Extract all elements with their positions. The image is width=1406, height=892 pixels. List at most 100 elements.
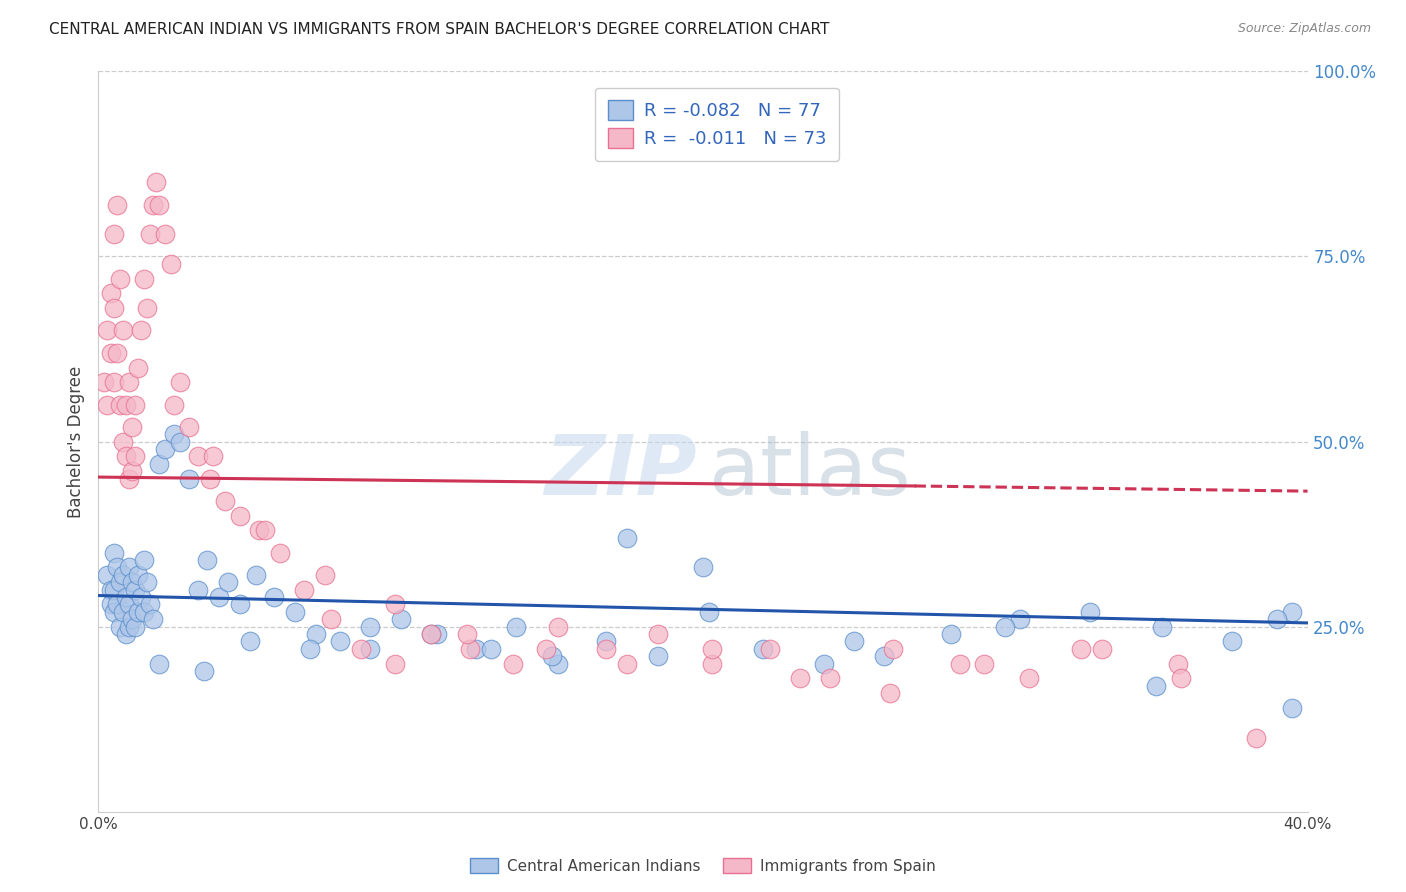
Point xyxy=(103,546,125,560)
Point xyxy=(350,641,373,656)
Point xyxy=(108,271,131,285)
Point xyxy=(879,686,901,700)
Point xyxy=(616,657,638,671)
Legend: Central American Indians, Immigrants from Spain: Central American Indians, Immigrants fro… xyxy=(464,852,942,880)
Point xyxy=(118,619,141,633)
Point xyxy=(96,567,118,582)
Point xyxy=(217,575,239,590)
Point xyxy=(139,227,162,242)
Point xyxy=(169,434,191,449)
Point xyxy=(142,197,165,211)
Point xyxy=(458,641,481,656)
Point xyxy=(1244,731,1267,745)
Point xyxy=(111,324,134,338)
Point xyxy=(1091,641,1114,656)
Point xyxy=(305,627,328,641)
Point xyxy=(132,553,155,567)
Point xyxy=(96,324,118,338)
Point xyxy=(505,619,527,633)
Point xyxy=(818,672,841,686)
Point xyxy=(148,457,170,471)
Point xyxy=(502,657,524,671)
Point xyxy=(100,286,122,301)
Point xyxy=(114,590,136,604)
Point xyxy=(595,641,617,656)
Y-axis label: Bachelor's Degree: Bachelor's Degree xyxy=(67,366,86,517)
Point xyxy=(844,634,866,648)
Point xyxy=(247,524,270,538)
Point xyxy=(269,546,291,560)
Point xyxy=(132,605,155,619)
Point xyxy=(214,493,236,508)
Point xyxy=(939,627,962,641)
Text: CENTRAL AMERICAN INDIAN VS IMMIGRANTS FROM SPAIN BACHELOR'S DEGREE CORRELATION C: CENTRAL AMERICAN INDIAN VS IMMIGRANTS FR… xyxy=(49,22,830,37)
Point xyxy=(329,634,352,648)
Point xyxy=(253,524,276,538)
Point xyxy=(100,598,122,612)
Point xyxy=(697,605,720,619)
Point xyxy=(127,567,149,582)
Point xyxy=(129,324,152,338)
Point xyxy=(132,271,155,285)
Point xyxy=(208,590,231,604)
Point xyxy=(284,605,307,619)
Point xyxy=(135,301,157,316)
Point xyxy=(127,605,149,619)
Point xyxy=(647,649,669,664)
Point xyxy=(121,419,143,434)
Point xyxy=(124,582,146,597)
Point xyxy=(314,567,336,582)
Point xyxy=(245,567,267,582)
Point xyxy=(193,664,215,678)
Point xyxy=(1144,679,1167,693)
Point xyxy=(148,197,170,211)
Point xyxy=(973,657,995,671)
Point xyxy=(465,641,488,656)
Point xyxy=(360,619,382,633)
Point xyxy=(114,627,136,641)
Point xyxy=(229,508,252,523)
Point xyxy=(148,657,170,671)
Point xyxy=(360,641,382,656)
Point xyxy=(121,464,143,478)
Point xyxy=(121,612,143,626)
Point xyxy=(100,582,122,597)
Point xyxy=(229,598,252,612)
Point xyxy=(758,641,780,656)
Point xyxy=(384,657,406,671)
Point xyxy=(114,450,136,464)
Point xyxy=(292,582,315,597)
Point xyxy=(163,427,186,442)
Point xyxy=(239,634,262,648)
Point xyxy=(124,397,146,411)
Point xyxy=(179,419,201,434)
Point xyxy=(873,649,896,664)
Point xyxy=(700,641,723,656)
Point xyxy=(118,376,141,390)
Point xyxy=(994,619,1017,633)
Point xyxy=(481,641,503,656)
Point xyxy=(202,450,225,464)
Point xyxy=(700,657,723,671)
Point xyxy=(813,657,835,671)
Point xyxy=(384,598,406,612)
Point xyxy=(105,197,128,211)
Point xyxy=(103,582,125,597)
Point xyxy=(1170,672,1192,686)
Point xyxy=(145,175,167,190)
Point xyxy=(111,605,134,619)
Text: ZIP: ZIP xyxy=(544,431,697,512)
Point xyxy=(103,227,125,242)
Point xyxy=(179,471,201,485)
Point xyxy=(1152,619,1174,633)
Point xyxy=(1070,641,1092,656)
Point xyxy=(121,575,143,590)
Point xyxy=(153,227,176,242)
Point xyxy=(100,345,122,359)
Point xyxy=(1078,605,1101,619)
Point xyxy=(111,567,134,582)
Point xyxy=(118,560,141,574)
Point xyxy=(616,531,638,545)
Point xyxy=(195,553,218,567)
Point xyxy=(187,582,209,597)
